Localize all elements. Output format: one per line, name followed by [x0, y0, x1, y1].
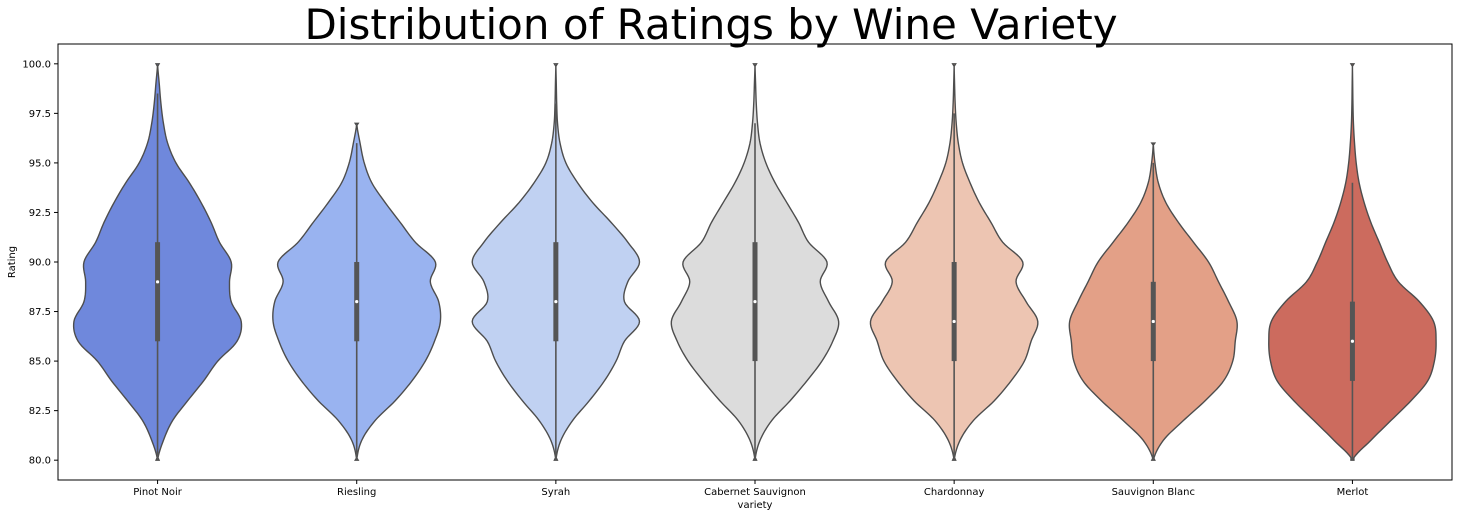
- median-marker: [355, 300, 359, 304]
- violins-group: [72, 63, 1437, 461]
- median-marker: [155, 280, 160, 284]
- y-tick-label: 92.5: [29, 208, 51, 219]
- y-tick-label: 97.5: [29, 109, 51, 120]
- iqr-box: [553, 242, 559, 342]
- y-tick-label: 100.0: [22, 59, 51, 70]
- y-tick-label: 95.0: [29, 158, 51, 169]
- x-tick-label: Syrah: [541, 487, 570, 498]
- y-tick-label: 85.0: [29, 357, 51, 368]
- x-tick-label: Merlot: [1337, 487, 1369, 498]
- y-axis-label: Rating: [7, 246, 18, 278]
- x-tick-label: Riesling: [337, 487, 376, 498]
- x-tick-label: Chardonnay: [924, 487, 985, 498]
- x-tick-label: Cabernet Sauvignon: [704, 487, 806, 498]
- x-axis: Pinot Noir Riesling Syrah Cabernet Sauvigno…: [133, 480, 1368, 498]
- median-marker: [554, 300, 558, 304]
- median-marker: [1151, 319, 1155, 324]
- median-marker: [952, 319, 956, 324]
- x-tick-label: Pinot Noir: [133, 487, 183, 498]
- y-tick-label: 82.5: [29, 406, 51, 417]
- y-tick-label: 87.5: [29, 307, 51, 318]
- iqr-box: [951, 262, 957, 362]
- median-marker: [1350, 339, 1355, 343]
- x-axis-label: variety: [738, 500, 773, 511]
- chart-title: Distribution of Ratings by Wine Variety: [304, 0, 1118, 49]
- y-axis: 80.0 82.5 85.0 87.5 90.0 92.5 95.0 97.5 100.0: [22, 59, 58, 467]
- x-tick-label: Sauvignon Blanc: [1112, 487, 1195, 498]
- y-tick-label: 90.0: [29, 258, 51, 269]
- y-tick-label: 80.0: [29, 456, 51, 467]
- median-marker: [753, 300, 757, 304]
- iqr-box: [155, 242, 161, 342]
